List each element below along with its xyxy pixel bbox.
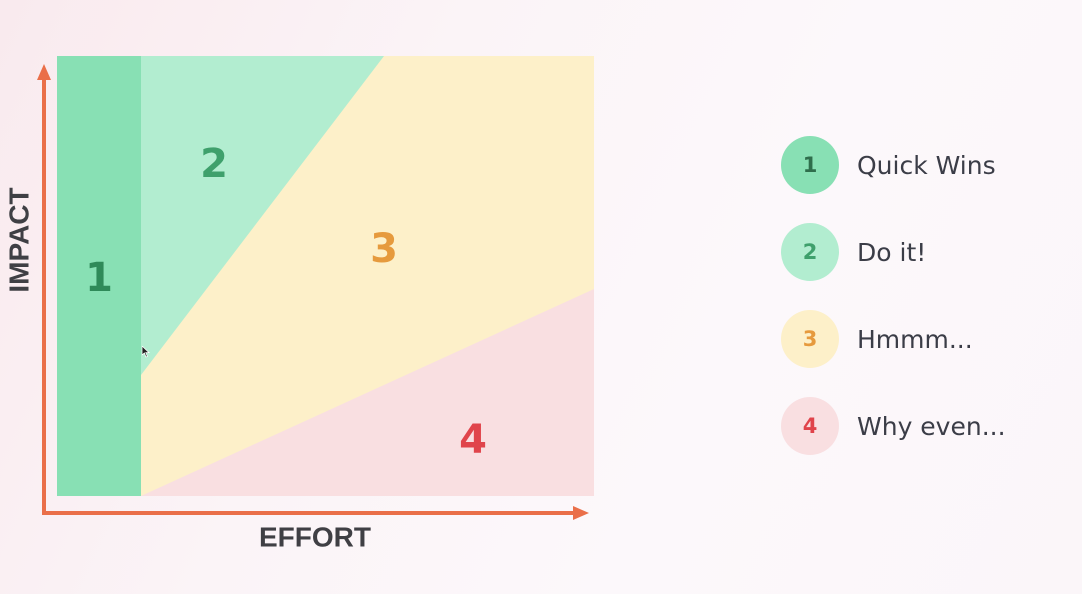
legend: 1 Quick Wins 2 Do it! 3 Hmmm... 4 Why ev… [781, 136, 1071, 484]
legend-item-quick-wins: 1 Quick Wins [781, 136, 1071, 194]
legend-badge-3: 3 [781, 310, 839, 368]
region-4-number: 4 [459, 417, 487, 463]
region-1-number: 1 [85, 255, 113, 301]
legend-item-do-it: 2 Do it! [781, 223, 1071, 281]
region-2-area [141, 56, 384, 375]
legend-label-3: Hmmm... [857, 324, 973, 354]
legend-item-why-even: 4 Why even... [781, 397, 1071, 455]
region-2-number: 2 [200, 141, 228, 187]
legend-label-1: Quick Wins [857, 150, 996, 180]
legend-label-2: Do it! [857, 237, 927, 267]
y-axis-arrow [37, 64, 51, 80]
legend-badge-2: 2 [781, 223, 839, 281]
y-axis-title: IMPACT [4, 187, 35, 292]
legend-item-hmmm: 3 Hmmm... [781, 310, 1071, 368]
mouse-cursor-icon [142, 346, 150, 358]
region-1-area [57, 56, 141, 496]
legend-label-4: Why even... [857, 411, 1006, 441]
x-axis-arrow [573, 506, 589, 520]
region-3-number: 3 [370, 226, 398, 272]
region-4-area [141, 289, 594, 496]
legend-badge-1: 1 [781, 136, 839, 194]
legend-badge-4: 4 [781, 397, 839, 455]
x-axis-title: EFFORT [259, 522, 371, 553]
